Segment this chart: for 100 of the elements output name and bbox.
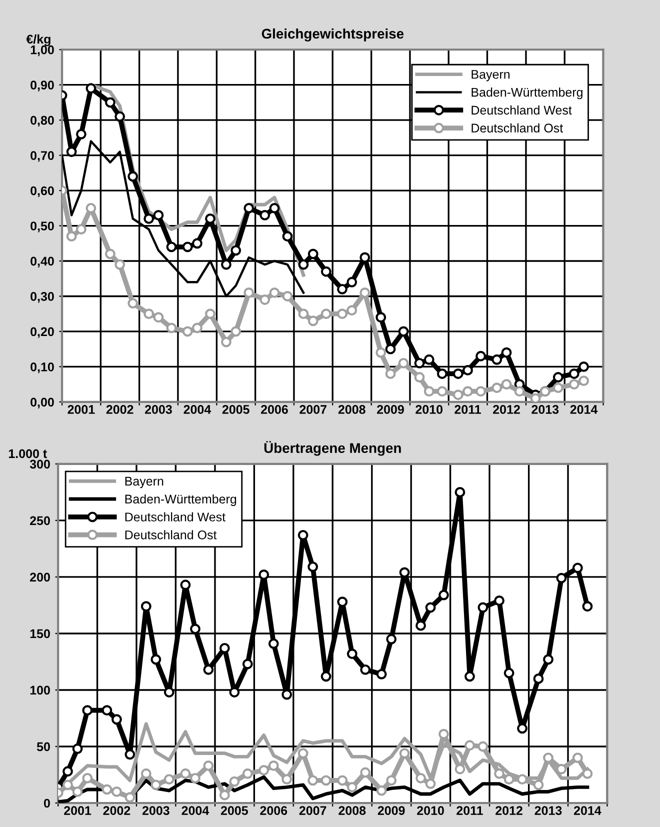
point xyxy=(164,774,174,784)
point xyxy=(346,648,358,660)
point xyxy=(337,308,348,320)
point xyxy=(82,705,93,716)
point xyxy=(66,146,77,157)
point xyxy=(543,654,554,665)
x-tick-label: 2011 xyxy=(454,405,481,414)
point xyxy=(298,530,308,540)
point xyxy=(144,308,154,320)
x-tick-label: 2007 xyxy=(299,806,326,815)
point xyxy=(416,620,426,631)
point xyxy=(62,766,73,777)
x-tick-label: 2005 xyxy=(220,806,248,815)
point xyxy=(219,642,230,654)
point xyxy=(476,350,486,362)
y-tick-label: 300 xyxy=(30,460,50,469)
point xyxy=(346,276,358,288)
point xyxy=(124,749,136,760)
x-tick-label: 2014 xyxy=(570,405,598,414)
point xyxy=(492,354,502,365)
x-tick-label: 2005 xyxy=(222,405,250,414)
point xyxy=(153,210,164,220)
point xyxy=(82,772,93,784)
point xyxy=(124,792,136,803)
point xyxy=(578,376,589,386)
point xyxy=(478,741,488,752)
y-tick-label: 0,90 xyxy=(30,80,54,92)
point xyxy=(416,772,426,784)
point xyxy=(320,308,332,320)
point xyxy=(182,242,193,252)
point xyxy=(190,624,200,634)
point xyxy=(190,772,200,784)
point xyxy=(454,486,466,498)
point xyxy=(337,775,348,786)
x-tick-label: 2009 xyxy=(377,405,404,414)
point xyxy=(501,347,512,358)
legend-label: Deutschland Ost xyxy=(125,530,217,540)
point xyxy=(360,287,370,298)
point xyxy=(452,368,464,379)
point xyxy=(244,287,254,298)
point xyxy=(376,347,386,358)
point xyxy=(230,245,242,256)
legend-label: Bayern xyxy=(472,70,510,82)
y-tick-label: 0,00 xyxy=(30,398,54,408)
point xyxy=(128,171,138,182)
point xyxy=(424,354,434,365)
point xyxy=(62,780,73,790)
point xyxy=(72,744,83,754)
point xyxy=(221,336,232,348)
y-tick-label: 0,40 xyxy=(30,256,54,268)
point xyxy=(72,786,83,797)
point xyxy=(144,214,154,224)
point xyxy=(192,238,202,249)
x-tick-label: 2007 xyxy=(300,405,326,414)
x-tick-label: 2001 xyxy=(68,405,95,414)
point xyxy=(205,214,216,224)
chart-title: Übertragene Mengen xyxy=(264,440,401,456)
y-tick-label: 0,70 xyxy=(30,151,54,162)
y-tick-label: 0,50 xyxy=(30,222,54,232)
point xyxy=(150,780,162,790)
point xyxy=(320,266,332,277)
point xyxy=(153,312,164,323)
y-tick-label: 0,20 xyxy=(30,327,54,338)
point xyxy=(112,786,122,797)
point xyxy=(386,775,397,786)
point xyxy=(182,326,193,337)
point xyxy=(150,654,162,665)
point xyxy=(376,668,387,680)
x-tick-label: 2013 xyxy=(534,806,562,815)
x-tick-label: 2006 xyxy=(261,405,288,414)
point xyxy=(308,562,318,572)
point xyxy=(376,312,386,323)
point xyxy=(66,231,77,242)
point xyxy=(282,774,292,784)
point xyxy=(219,790,230,800)
x-tick-label: 2004 xyxy=(182,806,210,815)
point xyxy=(346,782,358,792)
point xyxy=(504,774,514,784)
point xyxy=(530,393,541,402)
point xyxy=(582,768,593,779)
point xyxy=(320,671,332,682)
point xyxy=(514,386,525,397)
y-tick-label: 0 xyxy=(44,798,50,808)
point xyxy=(269,202,280,214)
x-tick-label: 2003 xyxy=(142,806,170,815)
point xyxy=(552,372,564,382)
point xyxy=(112,714,122,725)
point xyxy=(337,596,348,608)
point xyxy=(504,668,514,678)
point xyxy=(282,231,293,242)
point xyxy=(114,259,126,270)
point xyxy=(360,664,371,675)
x-tick-label: 2010 xyxy=(417,806,444,815)
point xyxy=(76,128,86,140)
legend-label: Bayern xyxy=(125,476,164,488)
point xyxy=(494,595,504,606)
point xyxy=(517,774,528,784)
x-tick-label: 2010 xyxy=(416,405,443,414)
point xyxy=(166,322,177,334)
point xyxy=(414,372,425,382)
